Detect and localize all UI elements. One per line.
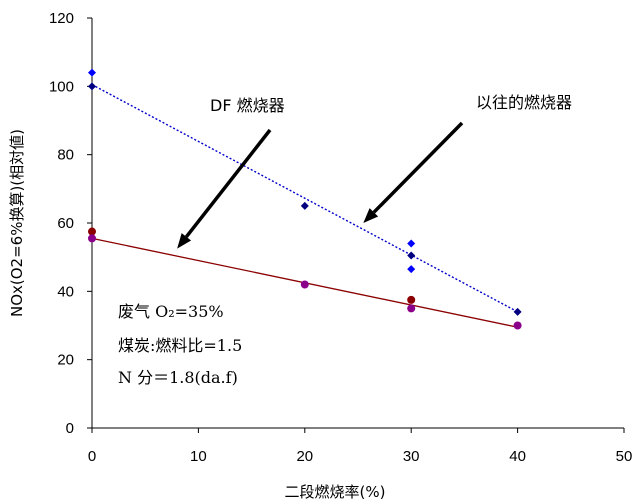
x-tick-label: 50	[616, 448, 633, 465]
x-tick-label: 30	[403, 448, 420, 465]
callout-df-label: DF 燃烧器	[210, 96, 285, 115]
data-point	[300, 201, 309, 210]
x-tick-label: 40	[509, 448, 526, 465]
trendline	[91, 84, 518, 313]
data-point	[88, 82, 96, 91]
data-point	[88, 227, 96, 236]
data-point	[88, 234, 96, 243]
y-tick-label: 0	[66, 420, 74, 437]
arrow-shaft	[184, 128, 272, 238]
condition-line-2: 煤炭:燃料比=1.5	[118, 336, 242, 355]
conditions-annotation: 废气 O₂=35% 煤炭:燃料比=1.5 N 分＝1.8(da.f)	[118, 302, 242, 387]
data-point	[407, 265, 416, 274]
data-point	[407, 251, 416, 260]
y-tick-label: 120	[49, 10, 74, 27]
x-tick-label: 20	[296, 448, 313, 465]
data-point	[407, 295, 416, 304]
callout-df-arrow	[177, 128, 272, 249]
data-point	[407, 304, 416, 313]
data-points	[88, 68, 522, 330]
ticks: 0 20 40 60 80 100 120 0 10 20 30 40 50	[49, 10, 632, 465]
arrow-head	[177, 233, 192, 249]
data-point	[513, 307, 522, 316]
y-axis-title: NOx(O2=6%换算)(相対値)	[8, 129, 26, 317]
data-point	[407, 239, 416, 248]
x-tick-label: 0	[88, 448, 96, 465]
x-tick-label: 10	[190, 448, 207, 465]
callouts: DF 燃烧器 以往的燃烧器	[177, 93, 572, 249]
y-tick-label: 20	[57, 352, 74, 369]
data-point	[300, 280, 309, 289]
arrow-head	[363, 208, 379, 223]
callout-old-arrow	[363, 121, 464, 223]
callout-old-label: 以往的燃烧器	[476, 93, 572, 112]
condition-line-1: 废气 O₂=35%	[118, 302, 224, 321]
data-point	[88, 68, 96, 77]
y-tick-label: 80	[57, 147, 74, 164]
data-point	[513, 321, 522, 330]
condition-line-3: N 分＝1.8(da.f)	[118, 368, 238, 387]
arrow-shaft	[372, 121, 464, 214]
y-tick-label: 100	[49, 78, 74, 95]
y-tick-label: 60	[57, 215, 74, 232]
y-tick-label: 40	[57, 283, 74, 300]
x-axis-title: 二段燃烧率(%)	[285, 483, 386, 501]
axes	[91, 18, 624, 429]
